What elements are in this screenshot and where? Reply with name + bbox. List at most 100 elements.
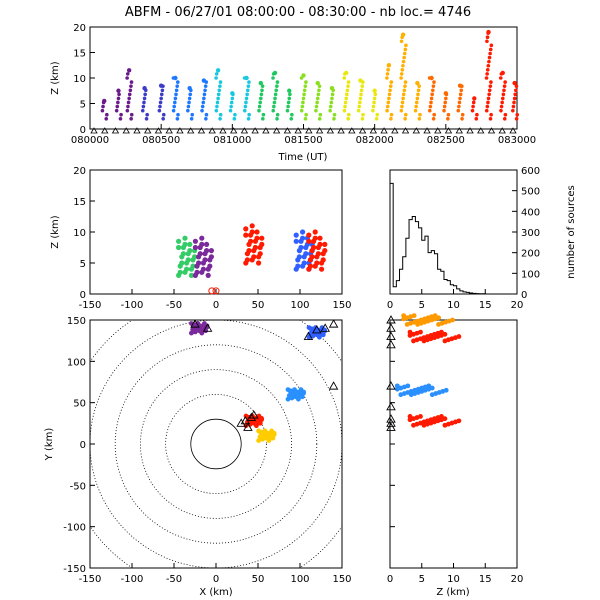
time-source-point	[514, 88, 518, 93]
time-source-point	[328, 104, 333, 109]
time-z-tick-label: 5	[80, 100, 86, 111]
time-source-point	[488, 117, 493, 121]
time-source-point	[142, 96, 147, 101]
time-source-point	[229, 104, 233, 109]
xz-z-tick-label: 10	[73, 228, 86, 239]
zy-source-point	[439, 329, 444, 335]
time-source-peak	[258, 80, 263, 86]
hist-x-tick-label: 20	[511, 300, 524, 311]
xy-y-tick-label: 100	[67, 357, 86, 368]
time-source-point	[104, 117, 109, 121]
xz-source-point	[259, 235, 265, 241]
time-station-marker	[283, 127, 292, 134]
time-source-peak	[287, 88, 292, 93]
time-source-point	[431, 84, 436, 88]
zy-station-marker	[386, 331, 396, 340]
range-ring	[139, 369, 292, 519]
time-source-point	[446, 117, 450, 121]
time-source-peak	[358, 78, 363, 83]
time-source-point	[471, 104, 475, 109]
time-source-point	[215, 100, 220, 105]
time-source-point	[431, 88, 435, 93]
time-source-peak	[372, 88, 377, 93]
zy-x-tick-label: 0	[387, 574, 393, 585]
xz-z-tick-label: 15	[73, 197, 86, 208]
station-marker	[249, 410, 259, 419]
zy-source-point	[432, 313, 438, 318]
xz-source-point	[197, 251, 203, 257]
time-station-marker	[208, 127, 216, 134]
time-source-point	[332, 112, 337, 117]
time-source-point	[500, 100, 504, 105]
time-source-point	[417, 117, 422, 121]
xz-source-point	[320, 257, 326, 263]
xz-source-point	[199, 241, 205, 247]
time-source-point	[129, 112, 134, 117]
time-source-point	[218, 112, 223, 117]
time-source-point	[260, 84, 265, 88]
time-source-point	[357, 104, 362, 109]
time-source-point	[446, 112, 451, 117]
time-source-peak	[486, 29, 491, 35]
time-source-point	[172, 104, 176, 109]
time-station-marker	[337, 127, 345, 134]
time-source-point	[243, 104, 248, 109]
xy-source-cluster	[189, 321, 210, 336]
time-source-point	[286, 100, 291, 105]
time-source-point	[272, 104, 276, 109]
time-source-point	[443, 100, 448, 105]
figure-title: ABFM - 06/27/01 08:00:00 - 08:30:00 - nb…	[125, 5, 471, 20]
zy-source-point	[394, 383, 400, 389]
xz-source-point	[306, 232, 312, 238]
time-source-point	[246, 84, 251, 88]
zy-source-point	[405, 383, 411, 389]
xz-x-tick-label: -50	[166, 300, 182, 311]
time-source-point	[460, 117, 464, 121]
time-source-point	[125, 76, 129, 80]
time-source-column	[427, 75, 437, 121]
time-source-point	[186, 104, 191, 109]
station-marker	[328, 320, 339, 328]
zy-source-point	[443, 387, 449, 393]
time-source-point	[318, 112, 323, 117]
xz-source-point	[301, 260, 307, 266]
time-source-point	[300, 104, 305, 109]
time-station-marker	[369, 127, 378, 134]
xz-source-point	[199, 235, 205, 241]
time-source-point	[272, 100, 277, 105]
time-x-tick-label: 080000	[71, 135, 109, 146]
time-source-point	[485, 39, 489, 44]
time-source-peak	[386, 63, 392, 68]
zy-source-point	[442, 331, 448, 337]
xz-x-tick-label: -150	[79, 300, 102, 311]
time-source-point	[474, 117, 479, 121]
xz-source-point	[314, 260, 320, 266]
time-source-point	[317, 88, 321, 93]
xz-source-point	[190, 263, 196, 269]
time-source-point	[429, 100, 433, 105]
zy-source-cluster	[401, 313, 455, 327]
time-source-point	[159, 92, 164, 97]
time-source-point	[347, 112, 351, 117]
time-source-point	[375, 112, 380, 117]
time-source-point	[173, 100, 177, 105]
time-station-marker	[487, 127, 496, 134]
time-source-point	[386, 100, 391, 105]
xz-source-point	[306, 238, 312, 244]
time-x-tick-label: 081500	[284, 135, 322, 146]
xy-x-tick-label: -150	[79, 574, 102, 585]
xz-source-point	[252, 244, 258, 251]
time-source-point	[230, 96, 235, 101]
zy-source-point	[426, 383, 432, 389]
time-source-point	[502, 117, 507, 121]
time-source-column	[157, 83, 166, 121]
time-source-point	[345, 92, 349, 97]
xz-source-point	[322, 248, 328, 254]
xy-source-point	[199, 329, 205, 335]
time-source-point	[275, 112, 280, 117]
time-source-peak	[201, 78, 207, 83]
time-source-point	[418, 112, 422, 117]
time-source-point	[385, 72, 390, 76]
range-ring	[114, 344, 318, 544]
